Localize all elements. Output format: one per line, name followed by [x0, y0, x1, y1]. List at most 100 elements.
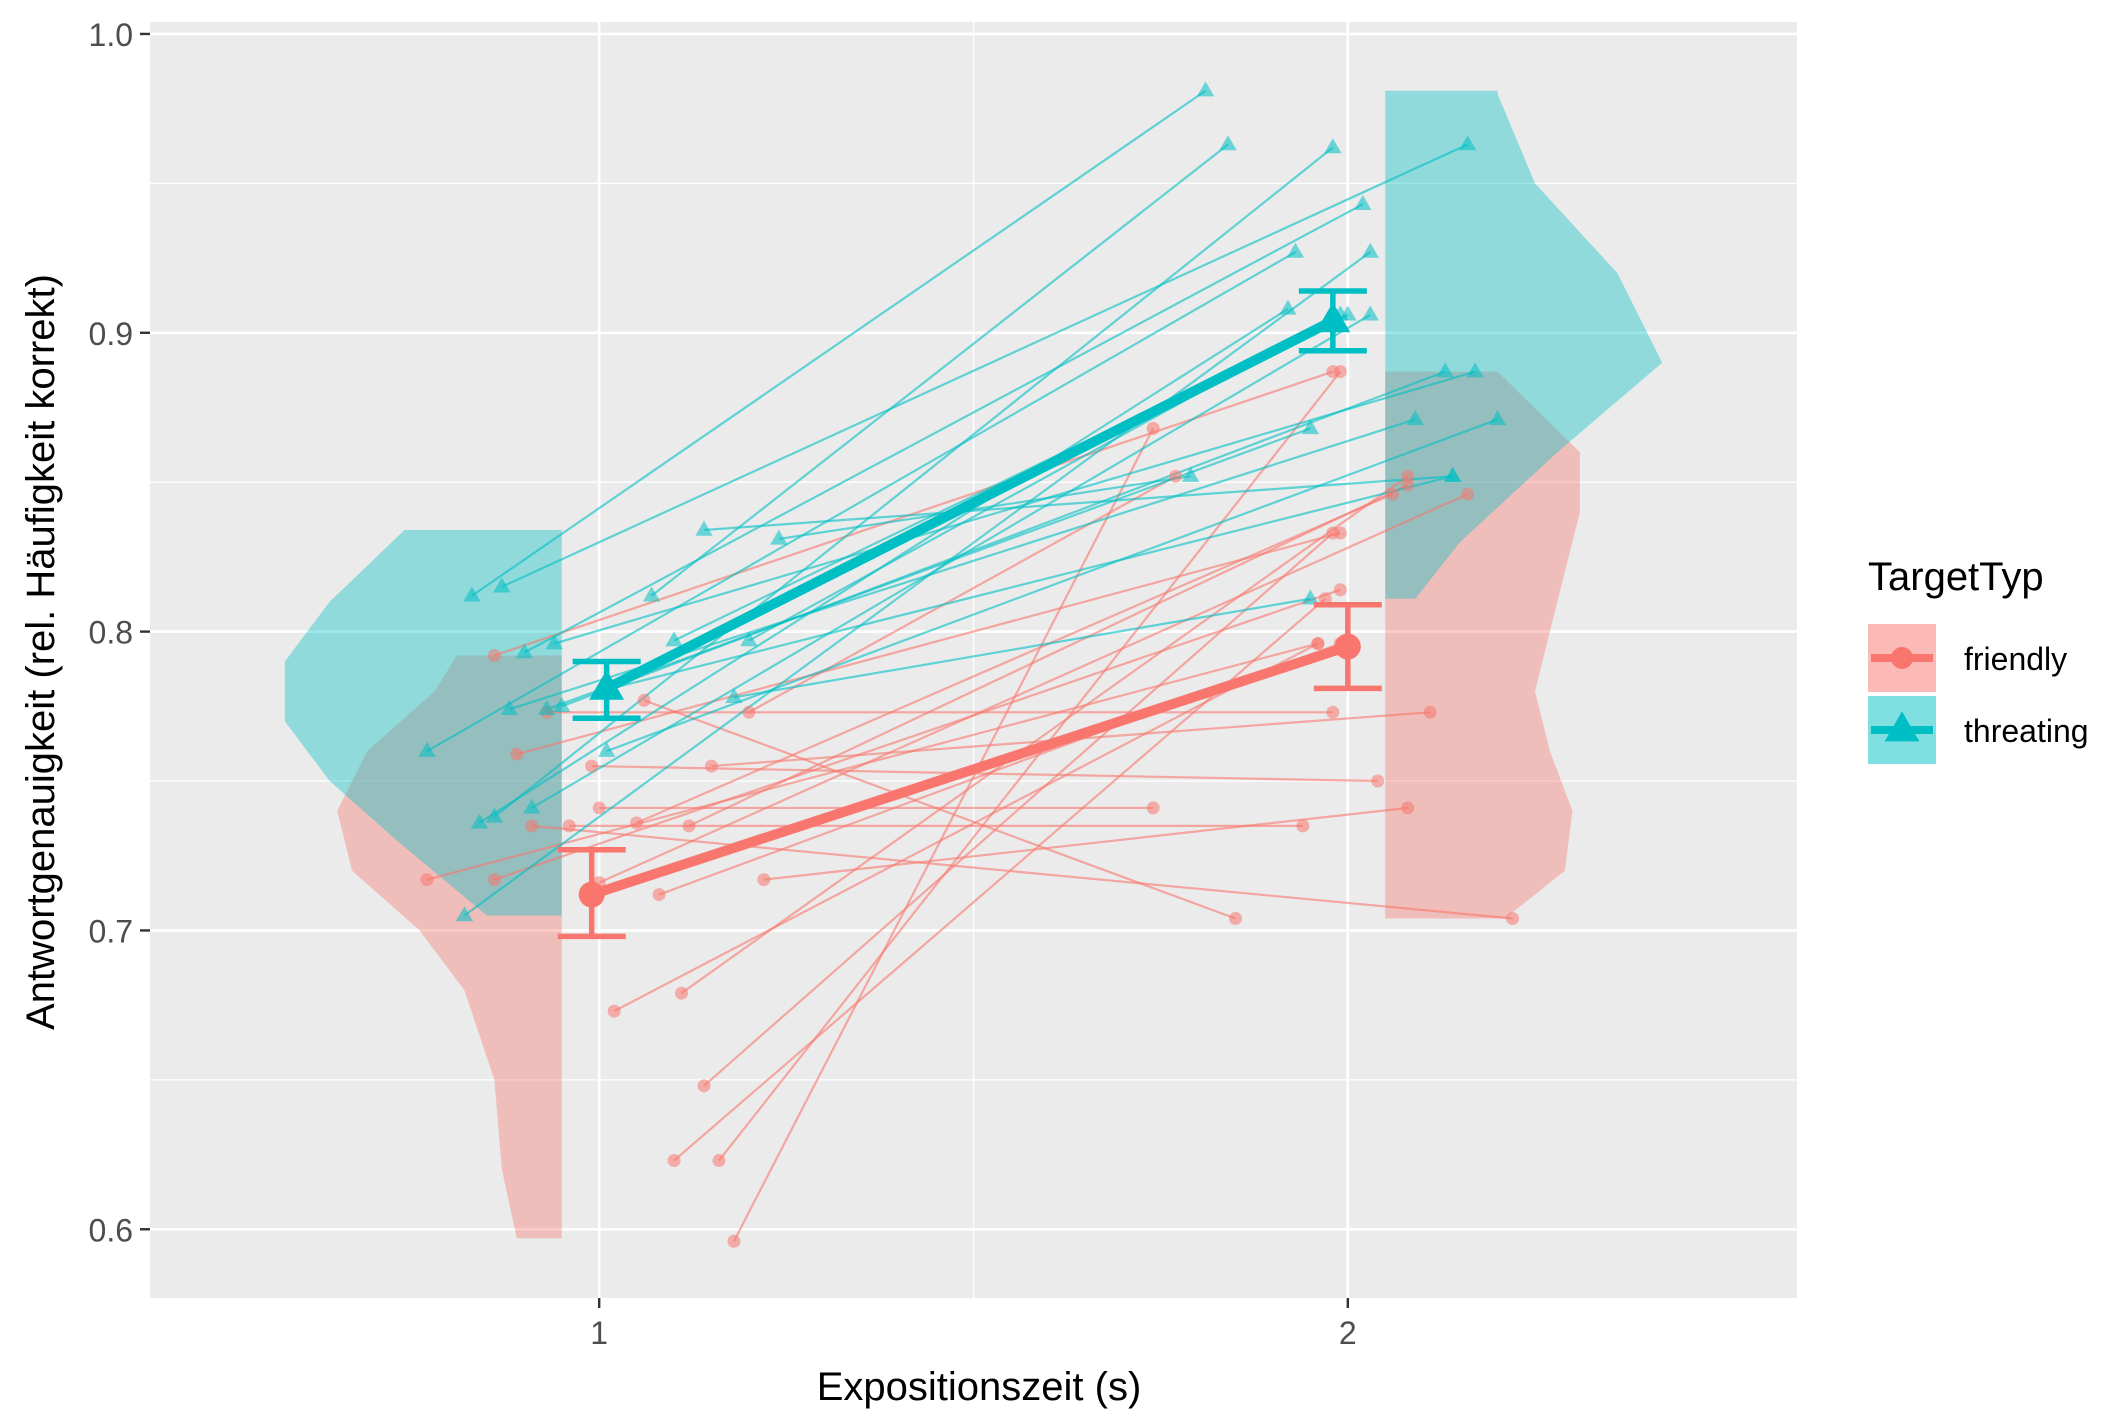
participant-point-threating [597, 741, 616, 757]
participant-point-threating [1219, 135, 1237, 151]
participant-point-friendly [1296, 819, 1310, 833]
participant-point-friendly [420, 873, 434, 887]
participant-point-threating [1406, 410, 1424, 426]
participant-point-threating [1458, 135, 1477, 151]
participant-point-threating [1361, 242, 1379, 258]
participant-point-threating [493, 577, 511, 593]
participant-point-threating [455, 906, 474, 922]
participant-point-threating [523, 798, 541, 814]
legend-key-marker-threating [1884, 711, 1920, 742]
participant-line-friendly [516, 531, 1341, 756]
participant-point-threating [1196, 81, 1215, 97]
participant-point-friendly [1386, 487, 1400, 501]
participant-point-threating [1466, 362, 1484, 378]
participant-point-friendly [697, 1079, 711, 1093]
legend-title: TargetTyp [1868, 555, 2044, 599]
participant-point-threating [1361, 305, 1379, 321]
participant-point-friendly [742, 705, 756, 719]
participant-point-friendly [1326, 526, 1340, 540]
participant-point-friendly [637, 693, 651, 707]
participant-point-threating [665, 631, 683, 647]
participant-line-threating [501, 143, 1469, 588]
participant-line-threating [471, 89, 1207, 597]
participant-line-friendly [613, 642, 1319, 1013]
legend-key-marker-friendly [1891, 647, 1913, 669]
participant-point-friendly [1423, 705, 1437, 719]
participant-line-friendly [732, 427, 1155, 1242]
participant-point-friendly [487, 873, 501, 887]
participant-line-friendly [688, 484, 1409, 827]
y-tick-label: 0.6 [89, 1212, 133, 1248]
participant-point-friendly [652, 888, 666, 902]
participant-point-friendly [704, 759, 718, 773]
x-tick-label: 1 [590, 1315, 608, 1351]
participant-point-threating [725, 688, 743, 704]
participant-point-friendly [675, 986, 689, 1000]
mean-point-threating [1315, 302, 1351, 333]
mean-point-threating [589, 669, 625, 700]
y-tick-label: 1.0 [89, 17, 133, 53]
participant-point-threating [1488, 410, 1507, 426]
participant-line-threating [778, 475, 1191, 541]
participant-point-threating [470, 813, 489, 829]
participant-point-threating [553, 697, 571, 713]
participant-point-friendly [607, 1004, 621, 1018]
participant-point-friendly [1461, 487, 1475, 501]
participant-line-threating [598, 475, 1453, 693]
participant-point-threating [1181, 466, 1200, 482]
participant-point-friendly [1333, 365, 1347, 379]
participant-line-threating [703, 475, 1453, 532]
participant-lines [426, 89, 1513, 1242]
mean-point-friendly [578, 881, 605, 908]
participant-point-threating [545, 634, 563, 650]
participant-point-friendly [585, 759, 599, 773]
y-axis-label: Antwortgenauigkeit (rel. Häufigkeit korr… [19, 274, 63, 1030]
legend-label-friendly: friendly [1964, 641, 2067, 677]
participant-point-threating [515, 643, 534, 659]
participant-point-threating [1301, 419, 1320, 435]
legend-label-threating: threating [1964, 713, 2089, 749]
participant-point-friendly [682, 819, 696, 833]
participant-point-friendly [1401, 801, 1415, 815]
participant-line-friendly [703, 532, 1334, 1087]
participant-point-threating [1279, 299, 1297, 315]
participant-point-friendly [1146, 421, 1160, 435]
participant-line-threating [546, 427, 1311, 711]
participant-point-threating [1443, 466, 1462, 482]
participant-point-friendly [1506, 911, 1520, 925]
participant-line-threating [650, 143, 1229, 597]
legend: TargetTyp friendly threating [1868, 555, 2089, 764]
participant-point-threating [695, 520, 713, 536]
mean-layer [557, 288, 1382, 940]
participant-point-threating [500, 700, 519, 716]
mean-point-friendly [1334, 633, 1361, 660]
participant-point-threating [463, 586, 481, 602]
participant-point-threating [642, 586, 661, 602]
y-tick-label: 0.8 [89, 615, 133, 651]
participant-point-friendly [1169, 469, 1183, 483]
participant-point-friendly [630, 816, 644, 830]
y-tick-label: 0.9 [89, 316, 133, 352]
participant-line-threating [733, 597, 1311, 699]
participant-point-friendly [487, 649, 501, 663]
participant-point-threating [538, 700, 556, 716]
participant-line-friendly [718, 370, 1342, 1162]
participant-point-friendly [562, 819, 576, 833]
participant-point-threating [1324, 138, 1342, 154]
participant-point-threating [740, 631, 758, 647]
mean-line-threating [604, 316, 1336, 693]
participant-point-friendly [757, 873, 771, 887]
x-tick-label: 2 [1339, 1315, 1357, 1351]
participant-line-threating [523, 203, 1364, 654]
participant-point-friendly [712, 1154, 726, 1168]
participant-point-friendly [1371, 774, 1385, 788]
x-axis-label: Expositionszeit (s) [817, 1365, 1142, 1409]
participant-line-threating [493, 146, 1334, 818]
participant-point-threating [1354, 194, 1372, 210]
participant-line-friendly [598, 493, 1469, 884]
participant-point-friendly [1229, 911, 1243, 925]
participant-line-threating [561, 370, 1446, 708]
participant-point-threating [770, 529, 788, 545]
